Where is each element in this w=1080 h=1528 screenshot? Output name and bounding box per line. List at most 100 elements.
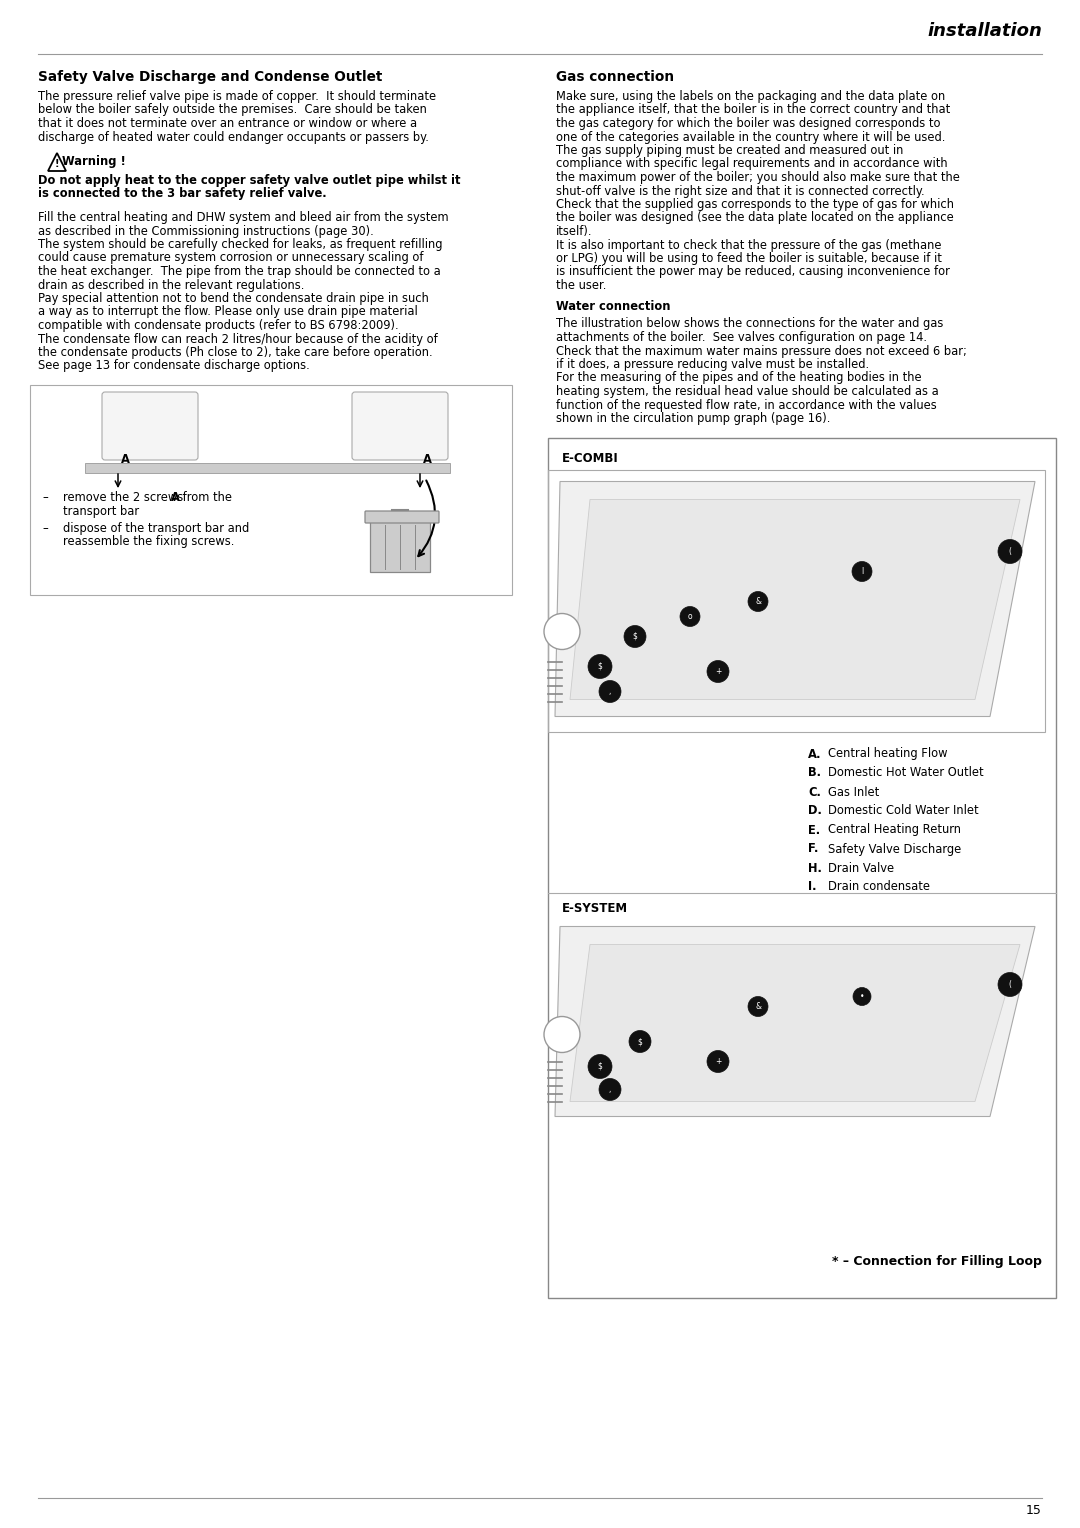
Text: is insufficient the power may be reduced, causing inconvenience for: is insufficient the power may be reduced…	[556, 266, 950, 278]
Polygon shape	[570, 944, 1020, 1102]
Text: itself).: itself).	[556, 225, 593, 238]
Bar	[30, 385, 512, 594]
Circle shape	[599, 680, 621, 703]
Text: that it does not terminate over an entrance or window or where a: that it does not terminate over an entra…	[38, 118, 417, 130]
Text: See page 13 for condensate discharge options.: See page 13 for condensate discharge opt…	[38, 359, 310, 373]
Bar	[85, 463, 450, 474]
Text: attachments of the boiler.  See valves configuration on page 14.: attachments of the boiler. See valves co…	[556, 332, 927, 344]
Bar	[548, 437, 1056, 1297]
Text: the boiler was designed (see the data plate located on the appliance: the boiler was designed (see the data pl…	[556, 211, 954, 225]
Circle shape	[998, 972, 1022, 996]
Text: compliance with specific legal requirements and in accordance with: compliance with specific legal requireme…	[556, 157, 947, 171]
Text: Check that the supplied gas corresponds to the type of gas for which: Check that the supplied gas corresponds …	[556, 199, 954, 211]
Text: $: $	[633, 633, 637, 642]
Text: discharge of heated water could endanger occupants or passers by.: discharge of heated water could endanger…	[38, 130, 429, 144]
Text: (: (	[1009, 547, 1012, 556]
Text: 15: 15	[1026, 1504, 1042, 1517]
Circle shape	[707, 1051, 729, 1073]
Text: A: A	[171, 490, 180, 504]
Circle shape	[853, 987, 870, 1005]
Text: as described in the Commissioning instructions (page 30).: as described in the Commissioning instru…	[38, 225, 374, 237]
Text: or LPG) you will be using to feed the boiler is suitable, because if it: or LPG) you will be using to feed the bo…	[556, 252, 942, 264]
Polygon shape	[570, 500, 1020, 700]
Text: is connected to the 3 bar safety relief valve.: is connected to the 3 bar safety relief …	[38, 188, 326, 200]
Circle shape	[707, 660, 729, 683]
Text: +: +	[715, 1057, 721, 1067]
Text: Domestic Hot Water Outlet: Domestic Hot Water Outlet	[828, 767, 984, 779]
Text: The condensate flow can reach 2 litres/hour because of the acidity of: The condensate flow can reach 2 litres/h…	[38, 333, 437, 345]
Text: the maximum power of the boiler; you should also make sure that the: the maximum power of the boiler; you sho…	[556, 171, 960, 183]
Text: ,: ,	[609, 1085, 611, 1094]
FancyBboxPatch shape	[352, 393, 448, 460]
Text: The illustration below shows the connections for the water and gas: The illustration below shows the connect…	[556, 318, 943, 330]
Text: Gas connection: Gas connection	[556, 70, 674, 84]
Text: Make sure, using the labels on the packaging and the data plate on: Make sure, using the labels on the packa…	[556, 90, 945, 102]
Polygon shape	[555, 481, 1035, 717]
Text: if it does, a pressure reducing valve must be installed.: if it does, a pressure reducing valve mu…	[556, 358, 869, 371]
Text: I.: I.	[808, 880, 816, 894]
Text: Pay special attention not to bend the condensate drain pipe in such: Pay special attention not to bend the co…	[38, 292, 429, 306]
Text: Drain condensate: Drain condensate	[828, 880, 930, 894]
Text: E-SYSTEM: E-SYSTEM	[562, 903, 629, 915]
Text: Central Heating Return: Central Heating Return	[828, 824, 961, 836]
Text: The system should be carefully checked for leaks, as frequent refilling: The system should be carefully checked f…	[38, 238, 443, 251]
Text: dispose of the transport bar and: dispose of the transport bar and	[63, 523, 249, 535]
Circle shape	[588, 1054, 612, 1079]
Circle shape	[624, 625, 646, 648]
Text: could cause premature system corrosion or unnecessary scaling of: could cause premature system corrosion o…	[38, 252, 423, 264]
Text: C.: C.	[808, 785, 821, 799]
Text: the condensate products (Ph close to 2), take care before operation.: the condensate products (Ph close to 2),…	[38, 345, 433, 359]
Text: A.: A.	[808, 747, 822, 761]
Text: $: $	[597, 1062, 603, 1071]
Text: Safety Valve Discharge: Safety Valve Discharge	[828, 842, 961, 856]
Text: Fill the central heating and DHW system and bleed air from the system: Fill the central heating and DHW system …	[38, 211, 448, 225]
Text: &: &	[755, 1002, 761, 1012]
Circle shape	[544, 1016, 580, 1053]
FancyBboxPatch shape	[102, 393, 198, 460]
Text: one of the categories available in the country where it will be used.: one of the categories available in the c…	[556, 130, 945, 144]
Text: Water connection: Water connection	[556, 299, 671, 313]
Text: Do not apply heat to the copper safety valve outlet pipe whilst it: Do not apply heat to the copper safety v…	[38, 174, 460, 186]
Text: Check that the maximum water mains pressure does not exceed 6 bar;: Check that the maximum water mains press…	[556, 344, 967, 358]
Text: H.: H.	[808, 862, 822, 874]
Text: +: +	[715, 668, 721, 675]
Text: o: o	[688, 613, 692, 620]
Text: The gas supply piping must be created and measured out in: The gas supply piping must be created an…	[556, 144, 903, 157]
Circle shape	[588, 654, 612, 678]
Text: ,: ,	[609, 688, 611, 695]
Text: installation: installation	[927, 21, 1042, 40]
Circle shape	[629, 1030, 651, 1053]
Text: Central heating Flow: Central heating Flow	[828, 747, 947, 761]
Text: F.: F.	[808, 842, 819, 856]
Text: drain as described in the relevant regulations.: drain as described in the relevant regul…	[38, 278, 305, 292]
Text: D.: D.	[808, 805, 822, 817]
Text: below the boiler safely outside the premises.  Care should be taken: below the boiler safely outside the prem…	[38, 104, 427, 116]
Text: !: !	[55, 159, 59, 170]
Text: E-COMBI: E-COMBI	[562, 451, 619, 465]
Text: the appliance itself, that the boiler is in the correct country and that: the appliance itself, that the boiler is…	[556, 104, 950, 116]
Circle shape	[599, 1079, 621, 1100]
Text: B.: B.	[808, 767, 821, 779]
Text: a way as to interrupt the flow. Please only use drain pipe material: a way as to interrupt the flow. Please o…	[38, 306, 418, 318]
Text: reassemble the fixing screws.: reassemble the fixing screws.	[63, 535, 234, 549]
Text: I: I	[861, 567, 863, 576]
Polygon shape	[555, 926, 1035, 1117]
Circle shape	[748, 591, 768, 611]
Circle shape	[748, 996, 768, 1016]
Circle shape	[852, 561, 872, 582]
Text: shown in the circulation pump graph (page 16).: shown in the circulation pump graph (pag…	[556, 413, 831, 425]
Text: Domestic Cold Water Inlet: Domestic Cold Water Inlet	[828, 805, 978, 817]
FancyBboxPatch shape	[365, 510, 438, 523]
Text: function of the requested flow rate, in accordance with the values: function of the requested flow rate, in …	[556, 399, 936, 411]
Circle shape	[998, 539, 1022, 564]
Text: A: A	[423, 452, 432, 466]
Text: (: (	[1009, 979, 1012, 989]
Text: shut-off valve is the right size and that it is connected correctly.: shut-off valve is the right size and tha…	[556, 185, 924, 197]
Text: –: –	[42, 523, 48, 535]
Text: the heat exchanger.  The pipe from the trap should be connected to a: the heat exchanger. The pipe from the tr…	[38, 264, 441, 278]
Text: Drain Valve: Drain Valve	[828, 862, 894, 874]
Text: Gas Inlet: Gas Inlet	[828, 785, 879, 799]
Text: remove the 2 screws: remove the 2 screws	[63, 490, 187, 504]
Text: It is also important to check that the pressure of the gas (methane: It is also important to check that the p…	[556, 238, 942, 252]
Text: heating system, the residual head value should be calculated as a: heating system, the residual head value …	[556, 385, 939, 397]
